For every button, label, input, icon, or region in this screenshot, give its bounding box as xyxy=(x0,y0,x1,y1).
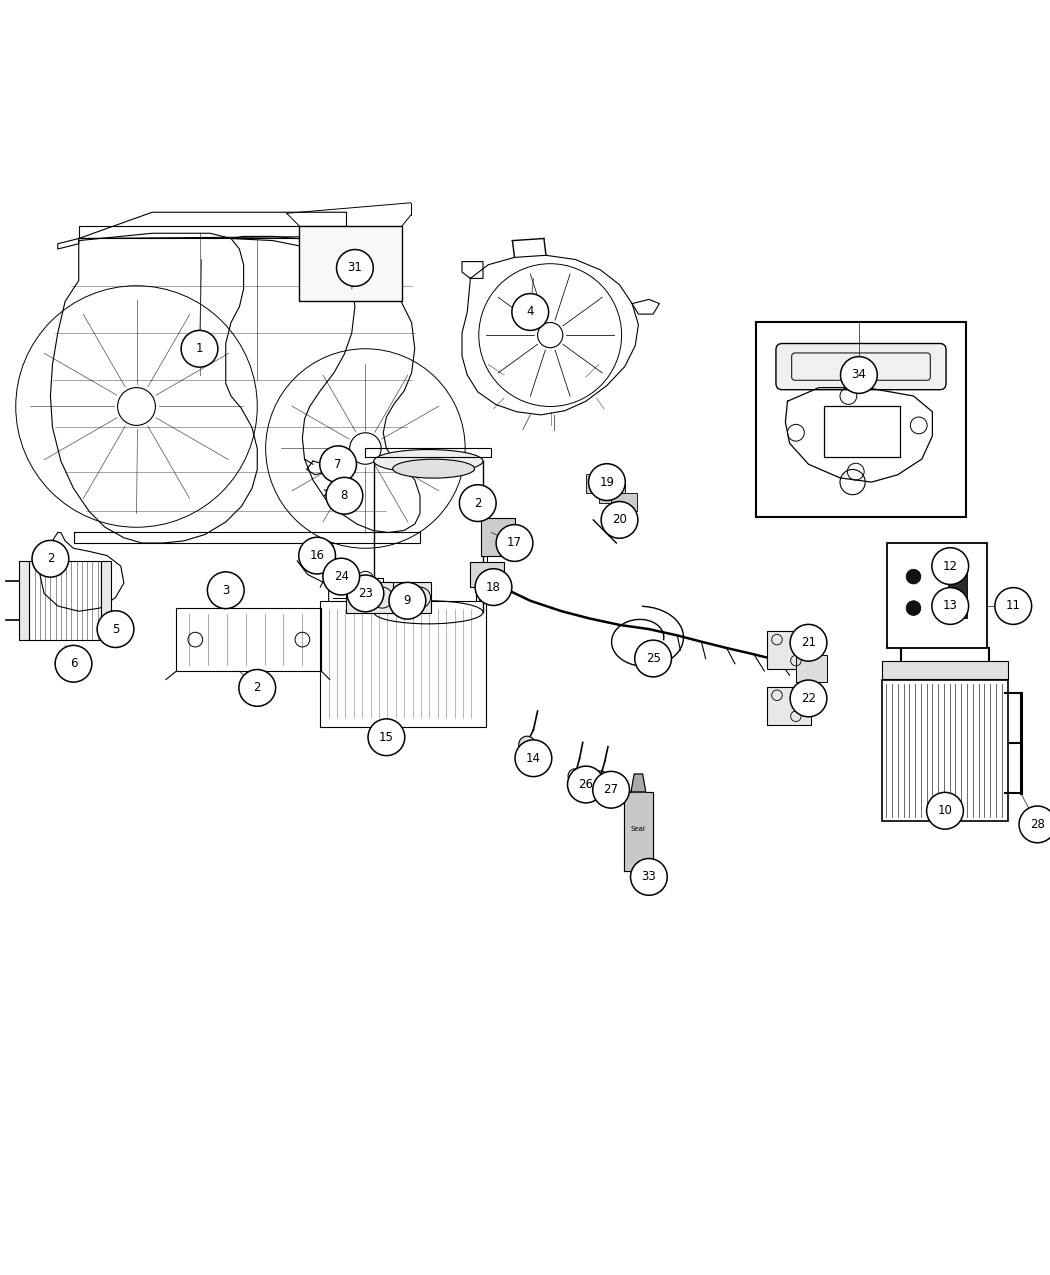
Circle shape xyxy=(514,740,552,776)
Text: 12: 12 xyxy=(943,560,958,572)
Bar xyxy=(29,561,101,640)
Circle shape xyxy=(519,736,536,754)
Text: 2: 2 xyxy=(474,496,482,510)
Circle shape xyxy=(368,719,404,756)
Circle shape xyxy=(926,792,964,829)
Circle shape xyxy=(97,611,134,648)
Polygon shape xyxy=(631,774,646,792)
Circle shape xyxy=(592,771,629,808)
Bar xyxy=(882,660,1008,680)
Circle shape xyxy=(390,583,426,620)
Circle shape xyxy=(496,524,532,561)
Text: 21: 21 xyxy=(801,636,816,649)
Text: 5: 5 xyxy=(111,622,120,636)
Circle shape xyxy=(208,572,244,608)
Bar xyxy=(299,226,402,301)
Circle shape xyxy=(932,588,968,625)
Text: Seal: Seal xyxy=(631,826,646,831)
Circle shape xyxy=(239,669,275,706)
Bar xyxy=(470,562,504,586)
Circle shape xyxy=(601,501,638,538)
Circle shape xyxy=(568,766,605,803)
Bar xyxy=(19,561,29,640)
Bar xyxy=(481,518,514,556)
Circle shape xyxy=(840,357,878,394)
Circle shape xyxy=(790,625,827,662)
Bar xyxy=(796,655,827,682)
Text: 27: 27 xyxy=(604,783,618,797)
Circle shape xyxy=(1020,806,1050,843)
Circle shape xyxy=(32,541,69,578)
Text: 20: 20 xyxy=(612,514,627,527)
Text: 34: 34 xyxy=(852,368,866,381)
Text: 15: 15 xyxy=(379,731,394,743)
Polygon shape xyxy=(624,792,653,871)
Bar xyxy=(882,680,1008,821)
Text: 26: 26 xyxy=(579,778,593,790)
Text: 11: 11 xyxy=(1006,599,1021,612)
Text: 24: 24 xyxy=(334,570,349,583)
Circle shape xyxy=(512,293,548,330)
Bar xyxy=(824,407,900,456)
Text: 2: 2 xyxy=(46,552,55,565)
Bar xyxy=(346,581,393,613)
Circle shape xyxy=(995,588,1031,625)
Bar xyxy=(756,323,966,516)
Circle shape xyxy=(320,446,357,483)
Text: 31: 31 xyxy=(348,261,362,274)
Ellipse shape xyxy=(374,450,483,473)
Bar xyxy=(766,687,811,724)
Circle shape xyxy=(336,250,374,287)
Bar xyxy=(887,543,987,648)
Bar xyxy=(611,492,637,511)
Bar xyxy=(586,474,612,492)
Bar xyxy=(766,631,811,669)
Text: 3: 3 xyxy=(222,584,230,597)
Bar xyxy=(947,574,966,617)
Circle shape xyxy=(932,548,968,584)
Text: 1: 1 xyxy=(195,342,204,356)
Text: 18: 18 xyxy=(486,580,501,594)
Circle shape xyxy=(630,858,668,895)
Text: 16: 16 xyxy=(310,550,324,562)
Text: 33: 33 xyxy=(642,871,656,884)
Text: 23: 23 xyxy=(358,586,373,601)
Circle shape xyxy=(460,484,496,521)
Text: 4: 4 xyxy=(526,306,534,319)
Text: 22: 22 xyxy=(801,692,816,705)
Circle shape xyxy=(634,640,672,677)
Circle shape xyxy=(323,558,359,595)
Text: 10: 10 xyxy=(938,805,952,817)
Circle shape xyxy=(181,330,218,367)
Text: 25: 25 xyxy=(646,652,660,666)
Circle shape xyxy=(790,680,827,717)
Text: 17: 17 xyxy=(507,537,522,550)
Ellipse shape xyxy=(393,459,475,478)
Text: 6: 6 xyxy=(69,657,78,671)
Circle shape xyxy=(475,569,512,606)
Bar xyxy=(598,484,625,504)
Text: 28: 28 xyxy=(1030,817,1045,831)
Circle shape xyxy=(55,645,92,682)
Bar xyxy=(101,561,111,640)
Text: 19: 19 xyxy=(600,476,614,488)
Text: 13: 13 xyxy=(943,599,958,612)
Text: 9: 9 xyxy=(403,594,412,607)
Circle shape xyxy=(346,575,384,612)
Circle shape xyxy=(298,537,335,574)
Text: 14: 14 xyxy=(526,752,541,765)
Circle shape xyxy=(906,601,921,616)
Circle shape xyxy=(906,569,921,584)
Circle shape xyxy=(327,477,363,514)
Text: 7: 7 xyxy=(334,458,342,470)
Text: 8: 8 xyxy=(340,490,349,502)
Text: 2: 2 xyxy=(253,681,261,695)
Bar xyxy=(384,581,430,613)
FancyBboxPatch shape xyxy=(776,343,946,390)
Circle shape xyxy=(588,464,626,501)
